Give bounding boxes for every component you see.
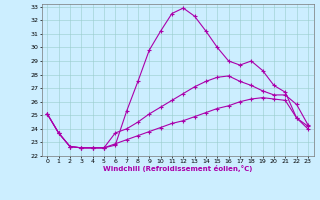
X-axis label: Windchill (Refroidissement éolien,°C): Windchill (Refroidissement éolien,°C) bbox=[103, 165, 252, 172]
